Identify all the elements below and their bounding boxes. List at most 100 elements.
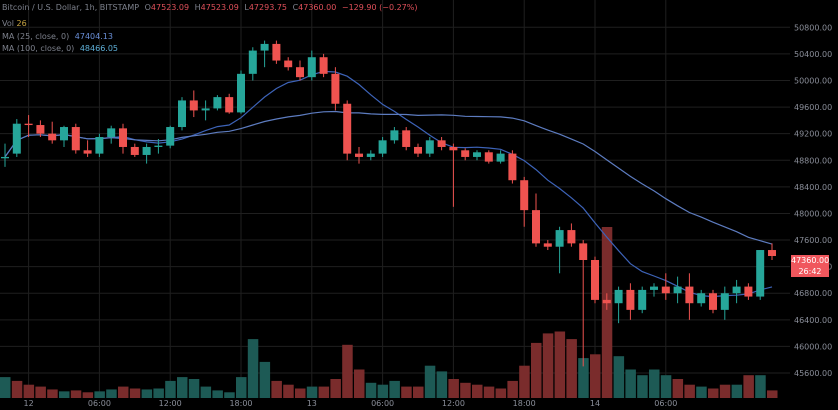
volume-bar: [11, 380, 23, 398]
volume-bar: [719, 384, 731, 398]
volume-bar: [613, 356, 625, 398]
x-axis-tick-label: 06:00: [88, 399, 111, 408]
volume-bar: [106, 389, 117, 398]
volume-bar: [389, 380, 400, 398]
volume-bar: [507, 380, 518, 398]
ma25-legend[interactable]: MA (25, close, 0) 47404.13: [2, 32, 113, 42]
volume-bar: [377, 384, 389, 398]
ma25-label: MA (25, close, 0): [2, 32, 70, 41]
last-price: 47360.00: [791, 256, 830, 265]
candle-body: [720, 293, 729, 310]
volume-value: 26: [16, 19, 27, 28]
candle-body: [319, 57, 328, 74]
high-label: H: [194, 3, 201, 12]
candle-body: [579, 243, 588, 260]
x-axis-tick-label: 12:00: [159, 399, 182, 408]
volume-bar: [767, 390, 778, 398]
volume-bar: [23, 384, 35, 398]
open-value: 47523.09: [150, 3, 190, 12]
volume-bar: [531, 342, 542, 398]
volume-bar: [141, 389, 153, 398]
moving-average-line: [4, 70, 773, 298]
candle-body: [36, 125, 45, 134]
x-axis-tick-label: 18:00: [229, 399, 252, 408]
volume-bar: [35, 386, 46, 398]
volume-bar: [129, 388, 141, 398]
candle-body: [24, 123, 33, 126]
candle-body: [496, 153, 505, 162]
volume-bar: [295, 388, 306, 398]
y-axis-tick-label: 48400.00: [794, 183, 832, 192]
candle-body: [744, 286, 753, 297]
candle-body: [567, 230, 576, 244]
volume-bar: [0, 377, 11, 398]
candle-body: [508, 153, 517, 181]
ma100-value: 48466.05: [79, 44, 119, 53]
y-axis-tick-label: 50400.00: [794, 50, 832, 59]
volume-legend[interactable]: Vol 26: [2, 19, 27, 29]
candle-body: [555, 230, 564, 247]
candle-body: [95, 137, 104, 154]
candle-body: [437, 140, 446, 147]
candle-body: [166, 127, 175, 146]
high-value: 47523.09: [200, 3, 239, 12]
candle-body: [130, 146, 139, 155]
volume-bar: [247, 339, 259, 398]
candle-body: [107, 128, 116, 137]
volume-bar: [153, 388, 164, 398]
volume-bar: [708, 388, 719, 398]
volume-bar: [578, 358, 589, 398]
volume-bar: [47, 389, 58, 398]
candle-body: [461, 150, 470, 157]
volume-bar: [542, 333, 554, 398]
volume-bar: [672, 379, 684, 398]
volume-bar: [177, 377, 188, 398]
y-axis-tick-label: 49200.00: [794, 130, 832, 139]
candle-body: [484, 152, 493, 162]
candle-body: [425, 140, 434, 154]
ma100-label: MA (100, close, 0): [2, 44, 75, 53]
candle-body: [685, 286, 694, 304]
volume-bar: [413, 386, 424, 398]
volume-bar: [365, 382, 377, 398]
candle-body: [614, 289, 623, 304]
candle-body: [673, 286, 682, 294]
candle-body: [307, 57, 316, 78]
close-label: C: [292, 3, 299, 12]
candle-body: [1, 156, 9, 159]
candle-body: [83, 150, 92, 154]
low-value: 47293.75: [248, 3, 288, 12]
volume-bar: [424, 365, 436, 398]
y-axis-tick-label: 49600.00: [794, 103, 832, 112]
candle-body: [768, 250, 776, 257]
volume-bar: [660, 375, 672, 398]
volume-bar: [401, 386, 412, 398]
symbol-title[interactable]: Bitcoin / U.S. Dollar, 1h, BITSTAMP: [2, 3, 140, 12]
candle-body: [60, 127, 68, 141]
volume-bar: [165, 380, 176, 398]
x-axis-tick-label: 06:00: [371, 399, 394, 408]
ma100-legend[interactable]: MA (100, close, 0) 48466.05: [2, 44, 118, 54]
bar-countdown: 26:42: [798, 267, 822, 276]
x-axis-tick-label: 12:00: [442, 399, 465, 408]
candle-body: [119, 128, 127, 147]
candle-body: [449, 146, 458, 151]
volume-bar: [188, 379, 200, 398]
candle-body: [201, 108, 210, 111]
volume-bar: [59, 391, 70, 398]
candle-body: [248, 50, 257, 74]
volume-bar: [554, 331, 566, 398]
candle-body: [296, 67, 304, 78]
x-axis-tick-label: 13: [307, 399, 317, 408]
volume-bar: [483, 386, 495, 398]
low-label: L: [244, 3, 249, 12]
candle-body: [543, 243, 552, 247]
candle-body: [154, 145, 163, 147]
candle-body: [331, 73, 340, 104]
volume-label: Vol: [2, 19, 14, 28]
y-axis-tick-label: 48800.00: [794, 156, 832, 165]
candle-body: [532, 210, 540, 244]
volume-bar: [684, 384, 695, 398]
